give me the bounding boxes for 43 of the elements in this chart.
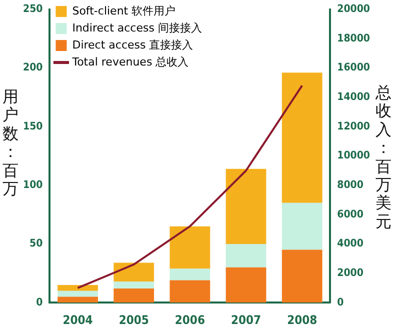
x-tick-label: 2005 (118, 312, 149, 327)
legend-label: Total revenues 总收入 (71, 55, 189, 68)
y2-tick-label: 18000 (337, 32, 370, 44)
bar (170, 226, 210, 269)
y2-tick-label: 8000 (337, 179, 364, 192)
y2-tick-label: 20000 (337, 3, 370, 16)
y-axis-title: 用户数：百万 (2, 87, 19, 198)
bar (282, 250, 322, 303)
x-tick-label: 2006 (174, 312, 205, 327)
y2-tick-label: 10000 (337, 150, 370, 162)
bar (170, 268, 210, 280)
y2-tick-label: 12000 (337, 120, 370, 132)
bar (58, 285, 98, 291)
bar (114, 288, 154, 303)
y2-tick-label: 16000 (337, 62, 370, 74)
bar (226, 168, 266, 244)
x-tick-label: 2008 (287, 312, 318, 327)
bar (58, 290, 98, 297)
bar (170, 280, 210, 303)
legend-label: Direct access 直接接入 (72, 38, 194, 52)
bar (226, 267, 266, 303)
y2-tick-label: 0 (337, 296, 344, 308)
bar (114, 262, 154, 282)
legend-label: Indirect access 间接接入 (72, 21, 202, 34)
bar (226, 244, 266, 268)
x-tick-label: 2004 (62, 312, 94, 327)
y2-tick-label: 6000 (337, 208, 364, 220)
y-tick-label: 50 (30, 238, 44, 250)
bar (114, 281, 154, 289)
legend-label: Soft-client 软件用户 (72, 4, 176, 18)
y2-tick-label: 2000 (337, 267, 364, 280)
bar (282, 72, 322, 203)
y-tick-label: 0 (36, 296, 44, 308)
y2-tick-label: 4000 (337, 238, 364, 250)
y2-tick-label: 14000 (337, 91, 370, 104)
y2-axis-title: 总收入：百万美元 (375, 83, 392, 232)
y-tick-label: 150 (23, 120, 44, 132)
y-tick-label: 100 (23, 179, 44, 192)
x-tick-label: 2007 (230, 312, 262, 327)
y-tick-label: 250 (23, 3, 44, 16)
bar (282, 202, 322, 250)
y-tick-label: 200 (23, 62, 44, 74)
bar (58, 296, 98, 303)
